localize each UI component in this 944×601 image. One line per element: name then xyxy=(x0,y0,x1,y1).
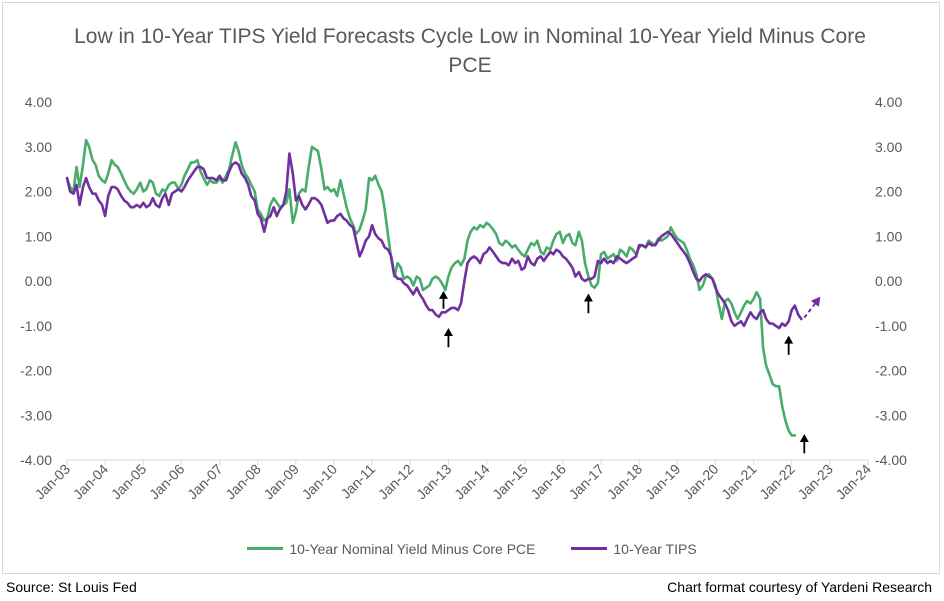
y-tick-right: 4.00 xyxy=(875,94,902,110)
x-tick-label: Jan-13 xyxy=(413,461,455,503)
y-tick-right: 3.00 xyxy=(875,139,902,155)
nominal-low-2012-arrow xyxy=(443,327,453,348)
x-tick-label: Jan-21 xyxy=(718,461,760,503)
legend-item-tips: 10-Year TIPS xyxy=(571,540,697,557)
y-tick-left: -4.00 xyxy=(20,452,52,468)
x-tick-label: Jan-23 xyxy=(794,461,836,503)
y-tick-left: 3.00 xyxy=(25,139,52,155)
x-tick-label: Jan-14 xyxy=(451,461,493,503)
x-tick-label: Jan-22 xyxy=(756,461,798,503)
series-layer xyxy=(65,138,803,437)
credit-note: Chart format courtesy of Yardeni Researc… xyxy=(667,579,932,595)
y-tick-right: -2.00 xyxy=(875,363,907,379)
tips-low-2021-arrow xyxy=(784,335,794,355)
x-tick-label: Jan-19 xyxy=(642,461,684,503)
y-axis-left: 4.00 3.00 2.00 1.00 0.00 -1.00 -2.00 -3.00 -4.00 xyxy=(20,94,52,468)
x-tick-label: Jan-16 xyxy=(527,461,569,503)
y-tick-left: -1.00 xyxy=(20,318,52,334)
y-tick-right: -1.00 xyxy=(875,318,907,334)
x-tick-label: Jan-08 xyxy=(222,461,264,503)
y-tick-right: 1.00 xyxy=(875,228,902,244)
legend-label-tips: 10-Year TIPS xyxy=(613,540,697,557)
x-tick-label: Jan-07 xyxy=(184,461,226,503)
y-tick-right: 0.00 xyxy=(875,273,902,289)
legend: 10-Year Nominal Yield Minus Core PCE 10-… xyxy=(0,537,944,557)
x-tick-label: Jan-04 xyxy=(70,461,112,503)
x-tick-label: Jan-20 xyxy=(680,461,722,503)
y-tick-right: -4.00 xyxy=(875,452,907,468)
legend-swatch-tips xyxy=(571,547,608,550)
x-axis: Jan-03Jan-04Jan-05Jan-06Jan-07Jan-08Jan-… xyxy=(32,460,875,503)
x-tick-label: Jan-06 xyxy=(146,461,188,503)
series-line-tips xyxy=(65,152,803,330)
y-tick-left: -2.00 xyxy=(20,363,52,379)
y-tick-left: 1.00 xyxy=(25,228,52,244)
x-tick-label: Jan-09 xyxy=(260,461,302,503)
x-tick-label: Jan-18 xyxy=(604,461,646,503)
x-tick-label: Jan-12 xyxy=(375,461,417,503)
y-tick-left: 2.00 xyxy=(25,184,52,200)
legend-item-nominal: 10-Year Nominal Yield Minus Core PCE xyxy=(247,541,535,557)
x-tick-label: Jan-05 xyxy=(108,461,150,503)
x-tick-label: Jan-11 xyxy=(337,461,378,502)
source-note: Source: St Louis Fed xyxy=(6,579,137,595)
y-tick-right: -3.00 xyxy=(875,407,907,423)
x-tick-label: Jan-10 xyxy=(299,461,341,503)
y-tick-right: 2.00 xyxy=(875,184,902,200)
y-tick-left: 4.00 xyxy=(25,94,52,110)
x-tick-label: Jan-24 xyxy=(833,461,875,503)
tips-low-2012-arrow xyxy=(438,290,448,309)
tips-forecast-arrow xyxy=(803,296,821,319)
nominal-low-2022-arrow xyxy=(799,434,809,454)
legend-swatch-nominal xyxy=(247,547,284,550)
y-tick-left: 0.00 xyxy=(25,273,52,289)
y-tick-left: -3.00 xyxy=(20,407,52,423)
series-line-nominal xyxy=(65,138,797,437)
x-tick-label: Jan-15 xyxy=(489,461,531,503)
chart-frame xyxy=(2,2,940,574)
chart-title: Low in 10-Year TIPS Yield Forecasts Cycl… xyxy=(74,25,866,77)
low-2016-arrow xyxy=(583,293,593,314)
x-tick-label: Jan-17 xyxy=(566,461,608,503)
legend-label-nominal: 10-Year Nominal Yield Minus Core PCE xyxy=(289,540,536,557)
annotation-layer xyxy=(438,290,821,454)
y-axis-right: 4.00 3.00 2.00 1.00 0.00 -1.00 -2.00 -3.00 -4.00 xyxy=(875,94,907,468)
